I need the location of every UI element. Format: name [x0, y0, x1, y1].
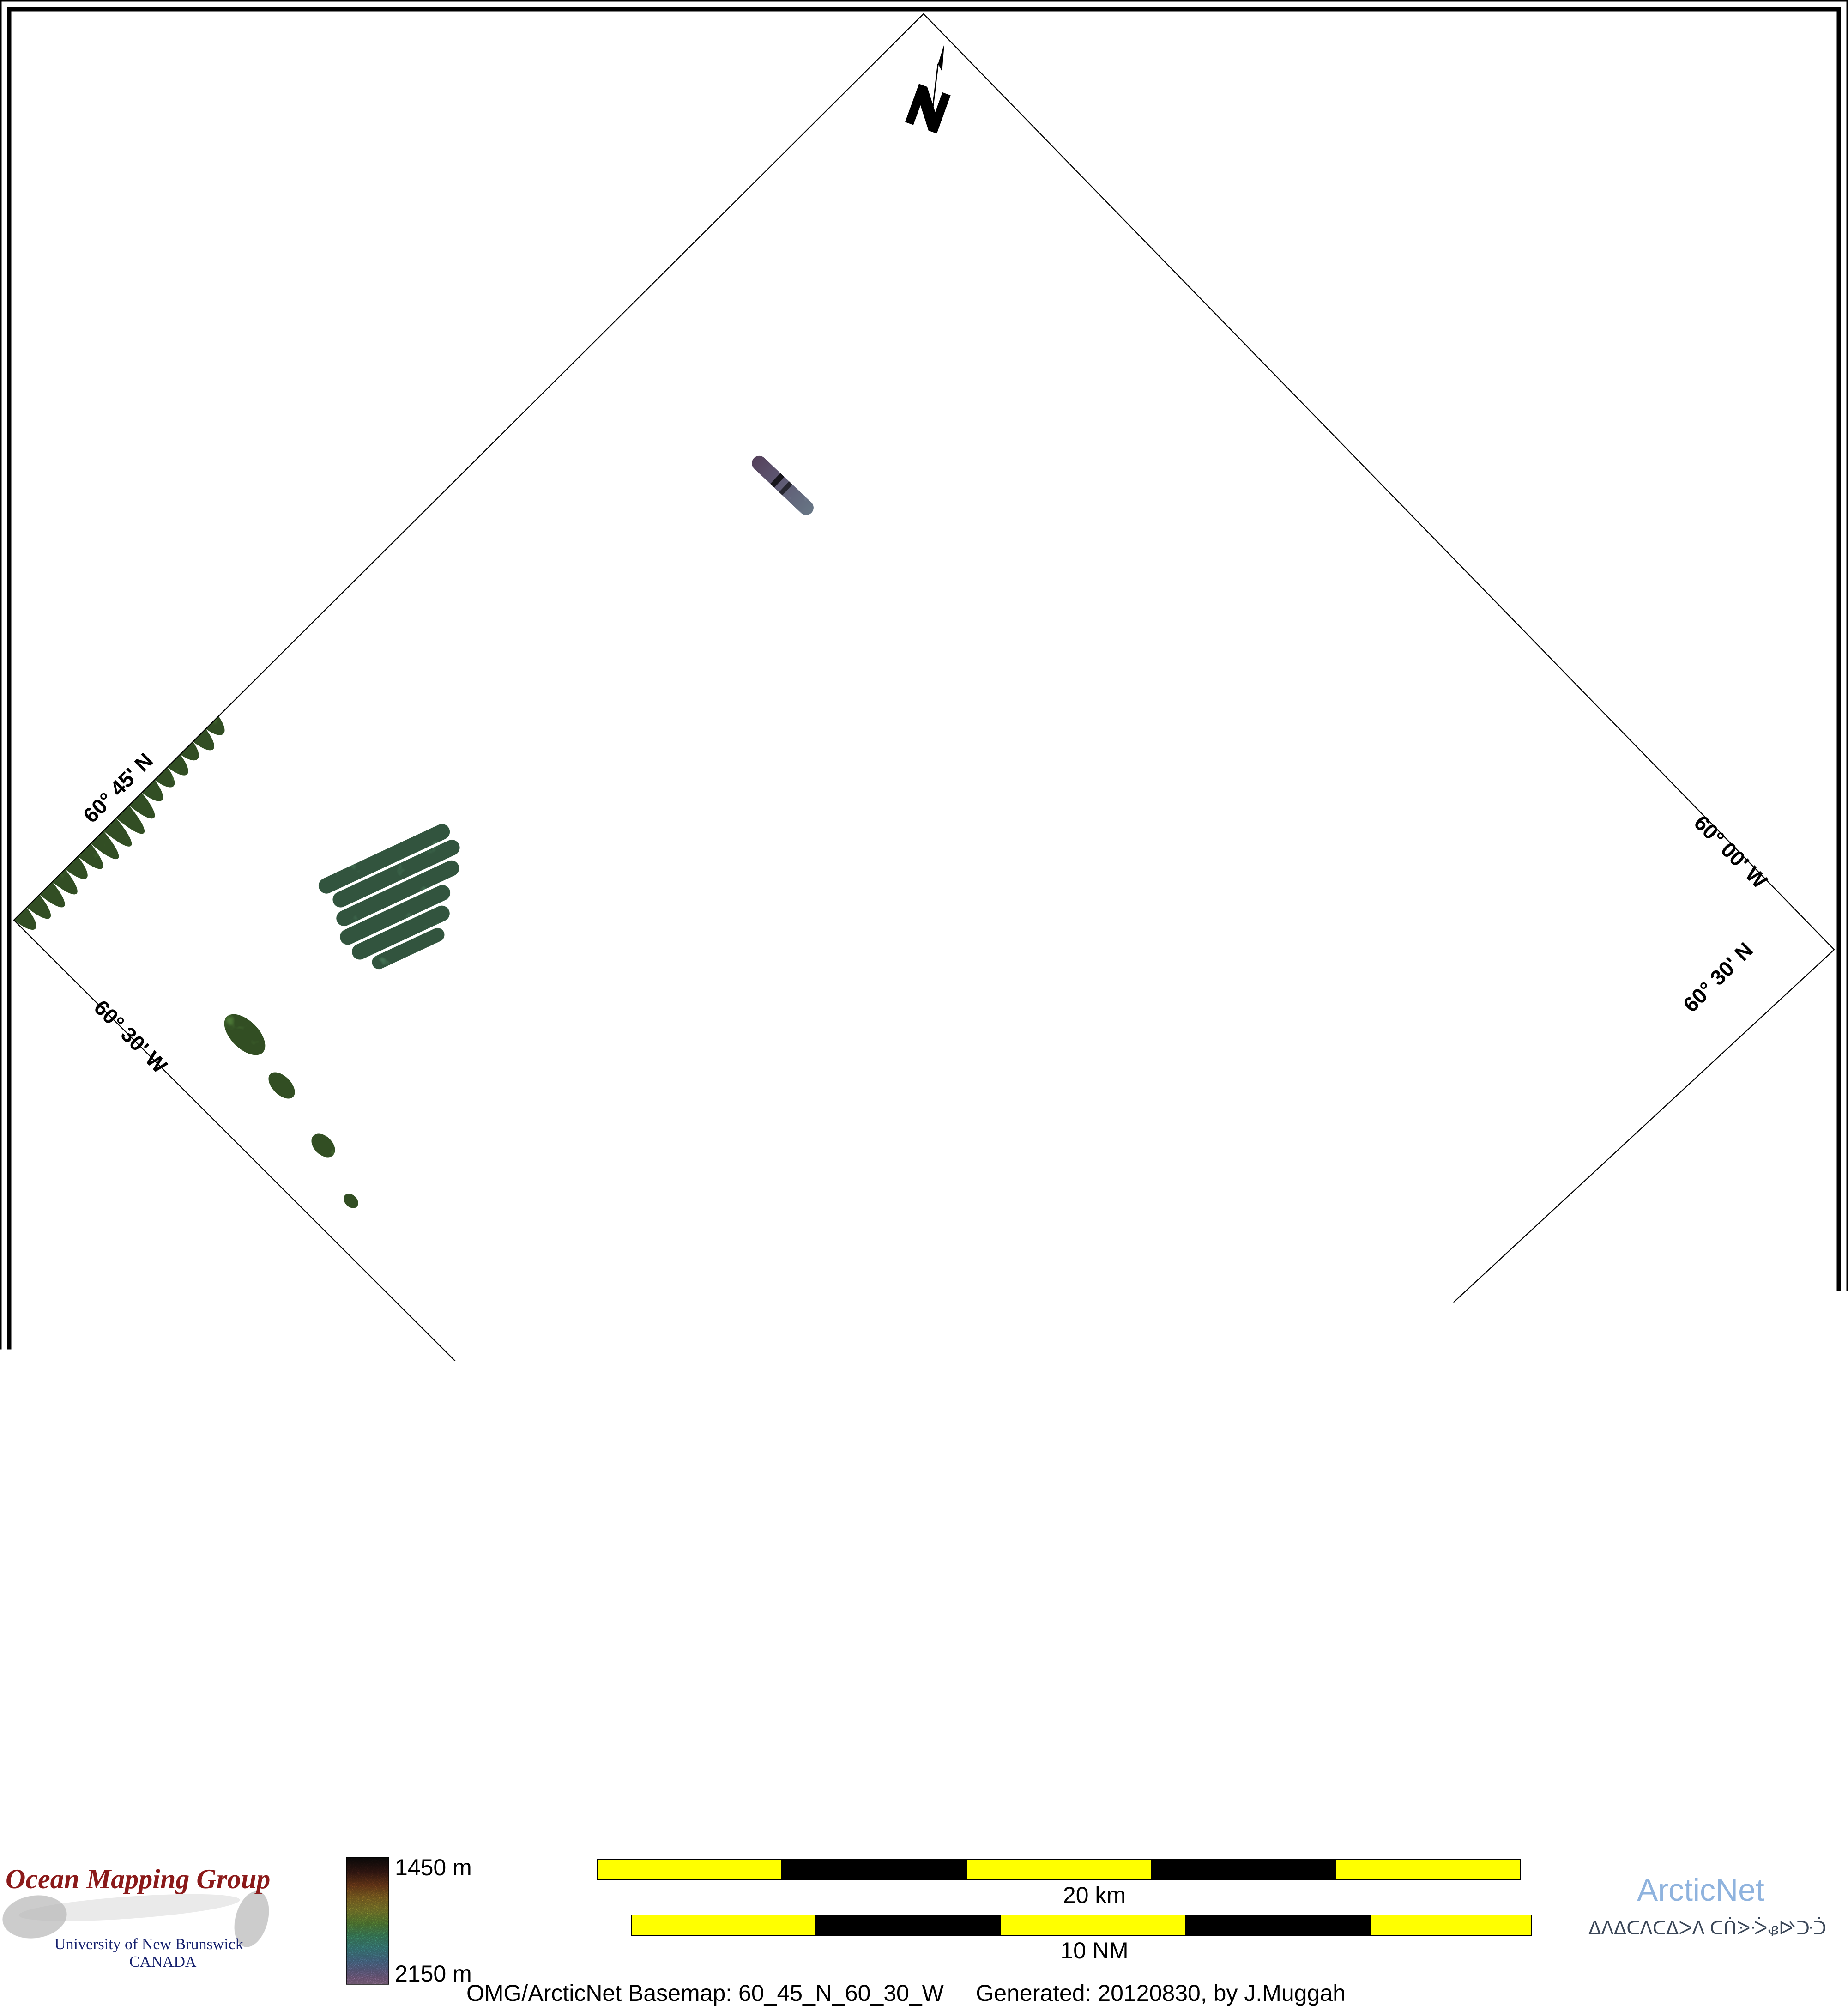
svg-text:ArcticNet: ArcticNet	[1637, 1873, 1764, 1908]
svg-text:University of New Brunswick: University of New Brunswick	[54, 1936, 243, 1953]
svg-text:Ocean Mapping Group: Ocean Mapping Group	[6, 1864, 270, 1894]
svg-text:60° 00' W: 60° 00' W	[1690, 811, 1772, 893]
svg-text:60° 30' N: 60° 30' N	[1679, 938, 1757, 1017]
svg-text:2150 m: 2150 m	[395, 1961, 472, 1987]
svg-text:10 NM: 10 NM	[1060, 1938, 1128, 1964]
svg-text:20 km: 20 km	[1063, 1882, 1126, 1908]
svg-text:OMG/ArcticNet Basemap: 60_45_N: OMG/ArcticNet Basemap: 60_45_N_60_30_W G…	[466, 1980, 1346, 2006]
svg-text:60° 30' W: 60° 30' W	[90, 995, 172, 1078]
svg-text:1450 m: 1450 m	[395, 1854, 472, 1880]
svg-text:CANADA: CANADA	[129, 1953, 197, 1970]
svg-text:ᐃᐱᐃᑕᐱᑕᐃᐳᐱ ᑕᑏᐷ᏷ᑂᏸᐭ᏷ᑞᑑ: ᐃᐱᐃᑕᐱᑕᐃᐳᐱ ᑕᑏᐷ᏷ᑂᏸᐭ᏷ᑞᑑ	[1588, 1918, 1826, 1939]
